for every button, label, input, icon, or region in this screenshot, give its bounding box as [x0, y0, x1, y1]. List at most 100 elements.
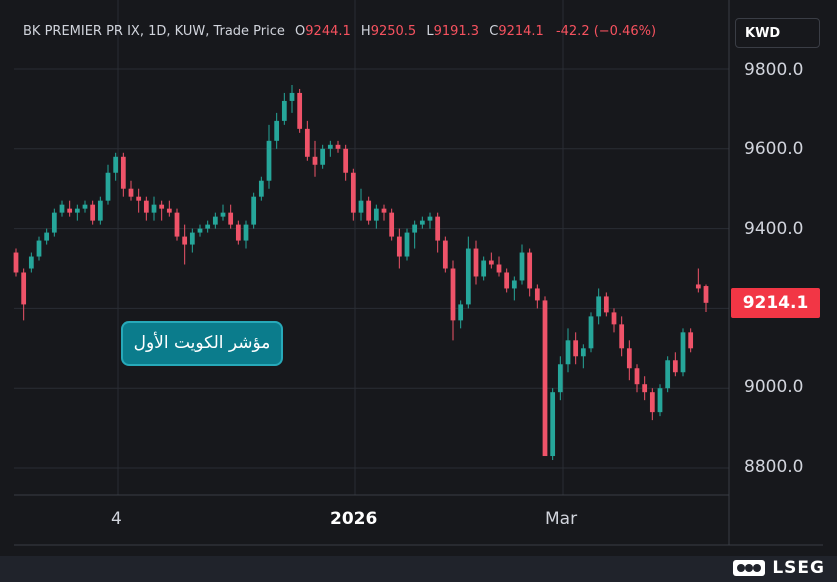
- candle-up: [481, 260, 487, 277]
- candle-up: [358, 200, 364, 213]
- x-tick-mar: Mar: [545, 509, 578, 529]
- candle-up: [274, 120, 280, 141]
- candle-up: [59, 204, 65, 213]
- last-price-tag: 9214.1: [731, 288, 820, 318]
- candle-up: [212, 216, 218, 225]
- candle-up: [465, 248, 471, 305]
- candle-up: [189, 232, 195, 245]
- y-tick-8800: 8800.0: [744, 457, 804, 477]
- index-name-label: مؤشر الكويت الأول: [121, 321, 283, 366]
- candle-down: [672, 360, 678, 373]
- candle-down: [174, 212, 180, 237]
- candle-down: [381, 208, 387, 213]
- candle-down: [235, 224, 241, 241]
- candle-up: [680, 332, 686, 373]
- candle-up: [151, 204, 157, 213]
- candle-down: [534, 288, 540, 301]
- candle-down: [182, 236, 188, 245]
- candle-down: [473, 248, 479, 277]
- candle-down: [143, 200, 149, 213]
- candle-down: [703, 286, 709, 303]
- candle-down: [335, 144, 341, 149]
- currency-selector[interactable]: KWD: [735, 18, 820, 48]
- candle-down: [120, 156, 126, 189]
- candle-down: [603, 296, 609, 313]
- candle-down: [389, 212, 395, 237]
- candle-down: [626, 348, 632, 369]
- candle-up: [205, 224, 211, 229]
- candle-down: [695, 284, 701, 289]
- candle-down: [128, 188, 134, 197]
- candle-up: [412, 224, 418, 233]
- low-key: L: [426, 24, 434, 39]
- y-tick-9000: 9000.0: [744, 377, 804, 397]
- candle-down: [13, 252, 19, 273]
- candle-down: [350, 172, 356, 213]
- candle-up: [220, 212, 226, 217]
- candle-down: [343, 148, 349, 173]
- candle-up: [373, 208, 379, 221]
- candlestick-chart[interactable]: [0, 0, 837, 556]
- candle-up: [51, 212, 57, 233]
- candle-up: [404, 232, 410, 257]
- candle-down: [21, 272, 27, 305]
- candle-up: [458, 304, 464, 321]
- candle-up: [550, 392, 556, 457]
- candles: [13, 84, 709, 461]
- candle-down: [297, 92, 303, 129]
- change-value: -42.2 (−0.46%): [555, 24, 657, 39]
- candle-down: [442, 240, 448, 269]
- candle-down: [435, 216, 441, 241]
- footer-bar: LSEG: [0, 556, 837, 582]
- candle-up: [557, 364, 563, 393]
- candle-down: [488, 260, 494, 265]
- close-value: 9214.1: [498, 24, 544, 39]
- candle-down: [136, 196, 142, 201]
- candle-up: [327, 144, 333, 149]
- open-key: O: [295, 24, 306, 39]
- candle-up: [588, 316, 594, 349]
- candle-down: [649, 392, 655, 413]
- candle-up: [105, 172, 111, 201]
- candle-up: [243, 224, 249, 241]
- candle-down: [67, 208, 73, 213]
- close-key: C: [489, 24, 499, 39]
- candle-down: [619, 324, 625, 349]
- candle-up: [251, 196, 257, 225]
- grid-lines: [14, 0, 729, 495]
- lseg-emblem-icon: [733, 560, 766, 576]
- candle-down: [304, 128, 310, 157]
- brand-logo: LSEG: [732, 558, 825, 578]
- candle-up: [36, 240, 42, 257]
- candle-down: [688, 332, 694, 349]
- candle-up: [97, 200, 103, 221]
- candle-up: [596, 296, 602, 317]
- candle-up: [266, 140, 272, 181]
- candle-down: [642, 384, 648, 393]
- candle-down: [611, 312, 617, 325]
- candle-down: [228, 212, 234, 225]
- candle-up: [289, 92, 295, 101]
- candle-down: [504, 272, 510, 289]
- x-tick-4: 4: [111, 509, 122, 529]
- ohlc-legend: BK PREMIER PR IX, 1D, KUW, Trade Price O…: [23, 24, 656, 39]
- candle-up: [197, 228, 203, 233]
- symbol-info: BK PREMIER PR IX, 1D, KUW, Trade Price: [23, 24, 285, 39]
- candle-down: [166, 208, 172, 213]
- candle-down: [366, 200, 372, 221]
- candle-down: [496, 264, 502, 273]
- candle-up: [511, 280, 517, 289]
- high-key: H: [360, 24, 371, 39]
- candle-down: [450, 268, 456, 321]
- candle-up: [28, 256, 34, 269]
- candle-up: [44, 232, 50, 241]
- candle-up: [281, 100, 287, 121]
- candle-up: [519, 252, 525, 281]
- candle-down: [542, 300, 548, 457]
- candle-down: [634, 368, 640, 385]
- candle-down: [527, 252, 533, 289]
- candle-up: [258, 180, 264, 197]
- y-tick-9800: 9800.0: [744, 60, 804, 80]
- x-tick-2026: 2026: [330, 509, 378, 529]
- candle-up: [74, 208, 80, 213]
